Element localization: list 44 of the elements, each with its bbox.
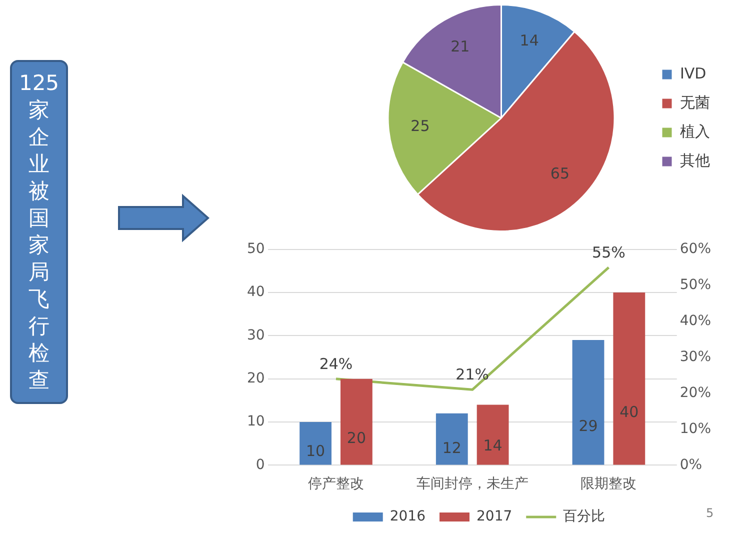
legend-label: 其他 — [680, 151, 710, 170]
bar — [476, 404, 509, 465]
y2-tick-label: 0% — [680, 456, 702, 473]
data-label: 12 — [442, 439, 462, 458]
y2-tick-label: 10% — [680, 420, 712, 437]
y-tick-label: 40 — [246, 284, 265, 300]
x-tick-label: 限期整改 — [580, 476, 637, 492]
y-tick-label: 20 — [246, 370, 265, 387]
legend-label: 2017 — [476, 508, 512, 525]
data-label: 21 — [450, 37, 470, 56]
legend-label: 2016 — [390, 508, 426, 525]
data-label: 40 — [620, 402, 639, 421]
bar — [340, 378, 372, 465]
bar — [300, 422, 332, 465]
legend-label: 无菌 — [680, 93, 710, 112]
data-label: 65 — [550, 164, 570, 182]
y-tick-label: 50 — [246, 241, 265, 258]
legend-label: 植入 — [680, 122, 710, 140]
data-label: 20 — [346, 428, 366, 447]
legend-label: IVD — [680, 64, 706, 82]
y-tick-label: 10 — [246, 414, 265, 430]
data-label: 10 — [306, 442, 326, 460]
data-label: 24% — [319, 354, 353, 373]
y2-tick-label: 20% — [680, 384, 712, 401]
x-tick-label: 车间封停，未生产 — [416, 476, 528, 492]
y2-tick-label: 30% — [680, 348, 712, 365]
y2-tick-label: 50% — [680, 277, 712, 294]
data-label: 55% — [592, 243, 626, 262]
data-label: 14 — [520, 31, 539, 50]
x-tick-label: 停产整改 — [308, 476, 364, 492]
legend-label: 百分比 — [563, 508, 606, 525]
y2-tick-label: 60% — [680, 241, 712, 258]
chart-title: 125家企业被国家局飞行检查 — [18, 71, 60, 392]
text: 5 — [706, 506, 714, 520]
data-label: 14 — [483, 436, 502, 455]
y2-tick-label: 40% — [680, 312, 712, 329]
data-label: 25 — [410, 117, 430, 136]
data-label: 21% — [456, 366, 490, 384]
bar — [436, 413, 468, 465]
data-label: 29 — [578, 417, 598, 436]
y-tick-label: 0 — [256, 456, 265, 473]
bar — [613, 292, 646, 465]
y-tick-label: 30 — [246, 327, 265, 344]
bar — [572, 340, 604, 465]
